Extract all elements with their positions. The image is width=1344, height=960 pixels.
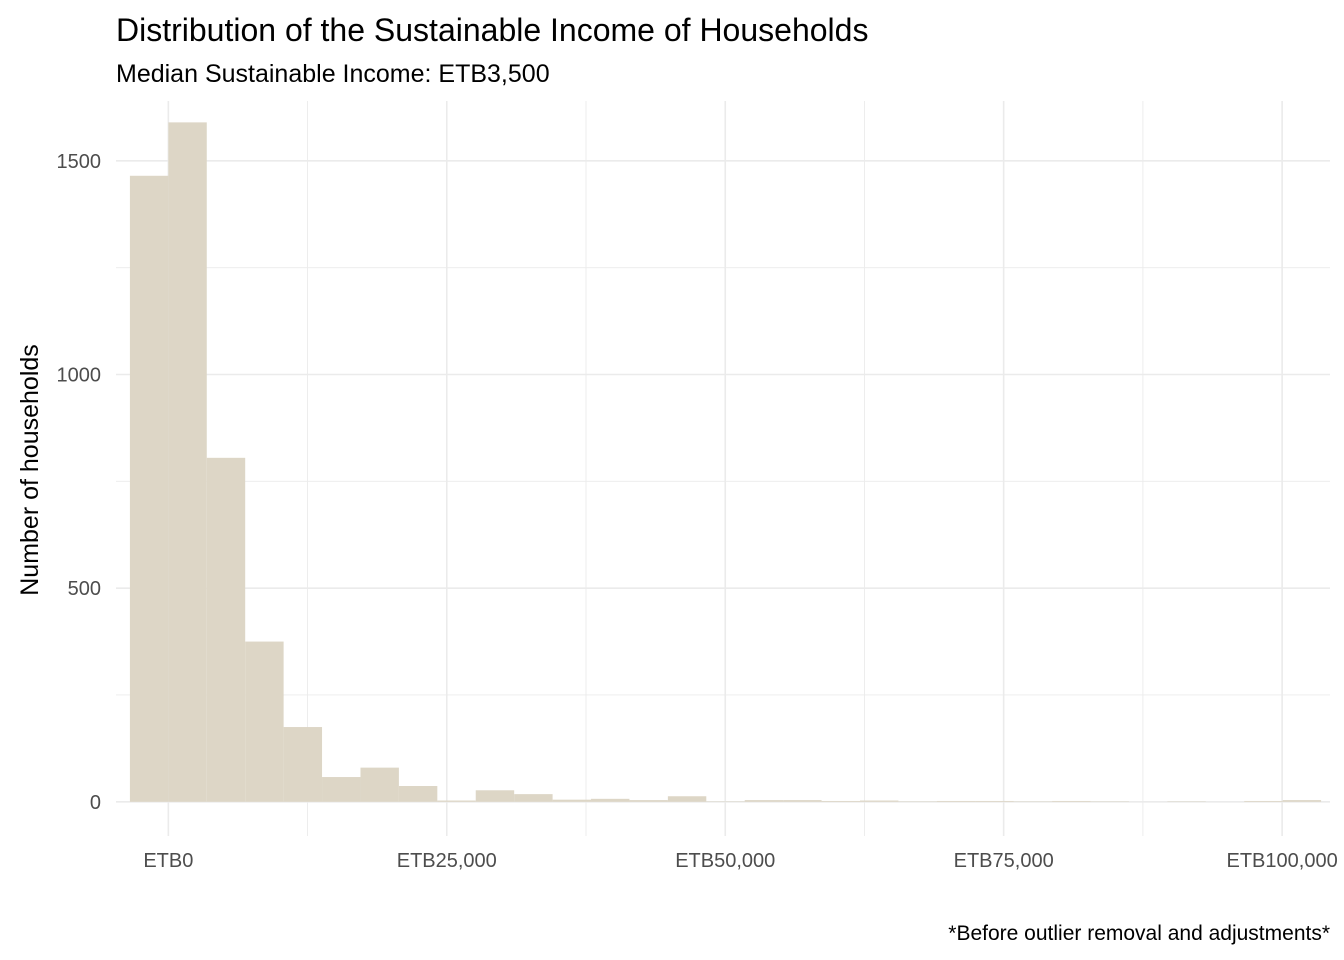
histogram-bar [821, 800, 860, 802]
histogram-bar [744, 800, 784, 802]
x-axis-ticks: ETB0 ETB25,000 ETB50,000 ETB75,000 ETB100,00… [143, 850, 1337, 872]
histogram-bar [360, 767, 399, 802]
x-tick-label: ETB100,000 [1227, 850, 1338, 872]
histogram-bar [168, 122, 207, 802]
y-tick-label: 1000 [57, 364, 102, 386]
x-tick-label: ETB50,000 [675, 850, 775, 872]
histogram-bar [437, 800, 476, 802]
histogram-bar [206, 457, 246, 802]
histogram-bar [129, 175, 169, 802]
histogram-bar [859, 800, 899, 802]
chart-subtitle: Median Sustainable Income: ETB3,500 [116, 60, 550, 88]
histogram-bar [283, 727, 323, 802]
histogram-bar [629, 800, 668, 802]
y-axis-ticks: 0 500 1000 1500 [57, 151, 102, 814]
y-tick-label: 0 [90, 792, 101, 814]
chart-caption: *Before outlier removal and adjustments* [948, 922, 1330, 945]
x-tick-label: ETB25,000 [397, 850, 497, 872]
y-axis-title: Number of households [16, 344, 44, 596]
histogram-bar [552, 799, 592, 802]
histogram-bars [129, 122, 1322, 802]
histogram-bar [591, 798, 630, 802]
histogram-bar [514, 794, 553, 802]
histogram-bar [475, 790, 515, 802]
histogram-bar [322, 777, 361, 802]
x-tick-label: ETB75,000 [954, 850, 1054, 872]
histogram-bar [667, 796, 707, 802]
histogram-bar [1244, 800, 1283, 802]
grid-lines [116, 101, 1330, 836]
histogram-bar [1282, 800, 1322, 802]
histogram-bar [936, 800, 976, 802]
y-tick-label: 500 [68, 578, 101, 600]
histogram-bar [975, 800, 1014, 802]
histogram-bar [398, 786, 438, 802]
y-tick-label: 1500 [57, 151, 102, 173]
histogram-bar [1052, 800, 1091, 802]
histogram-bar [245, 641, 284, 802]
chart-title: Distribution of the Sustainable Income o… [116, 12, 869, 48]
histogram-bar [783, 800, 822, 802]
x-tick-label: ETB0 [143, 850, 193, 872]
